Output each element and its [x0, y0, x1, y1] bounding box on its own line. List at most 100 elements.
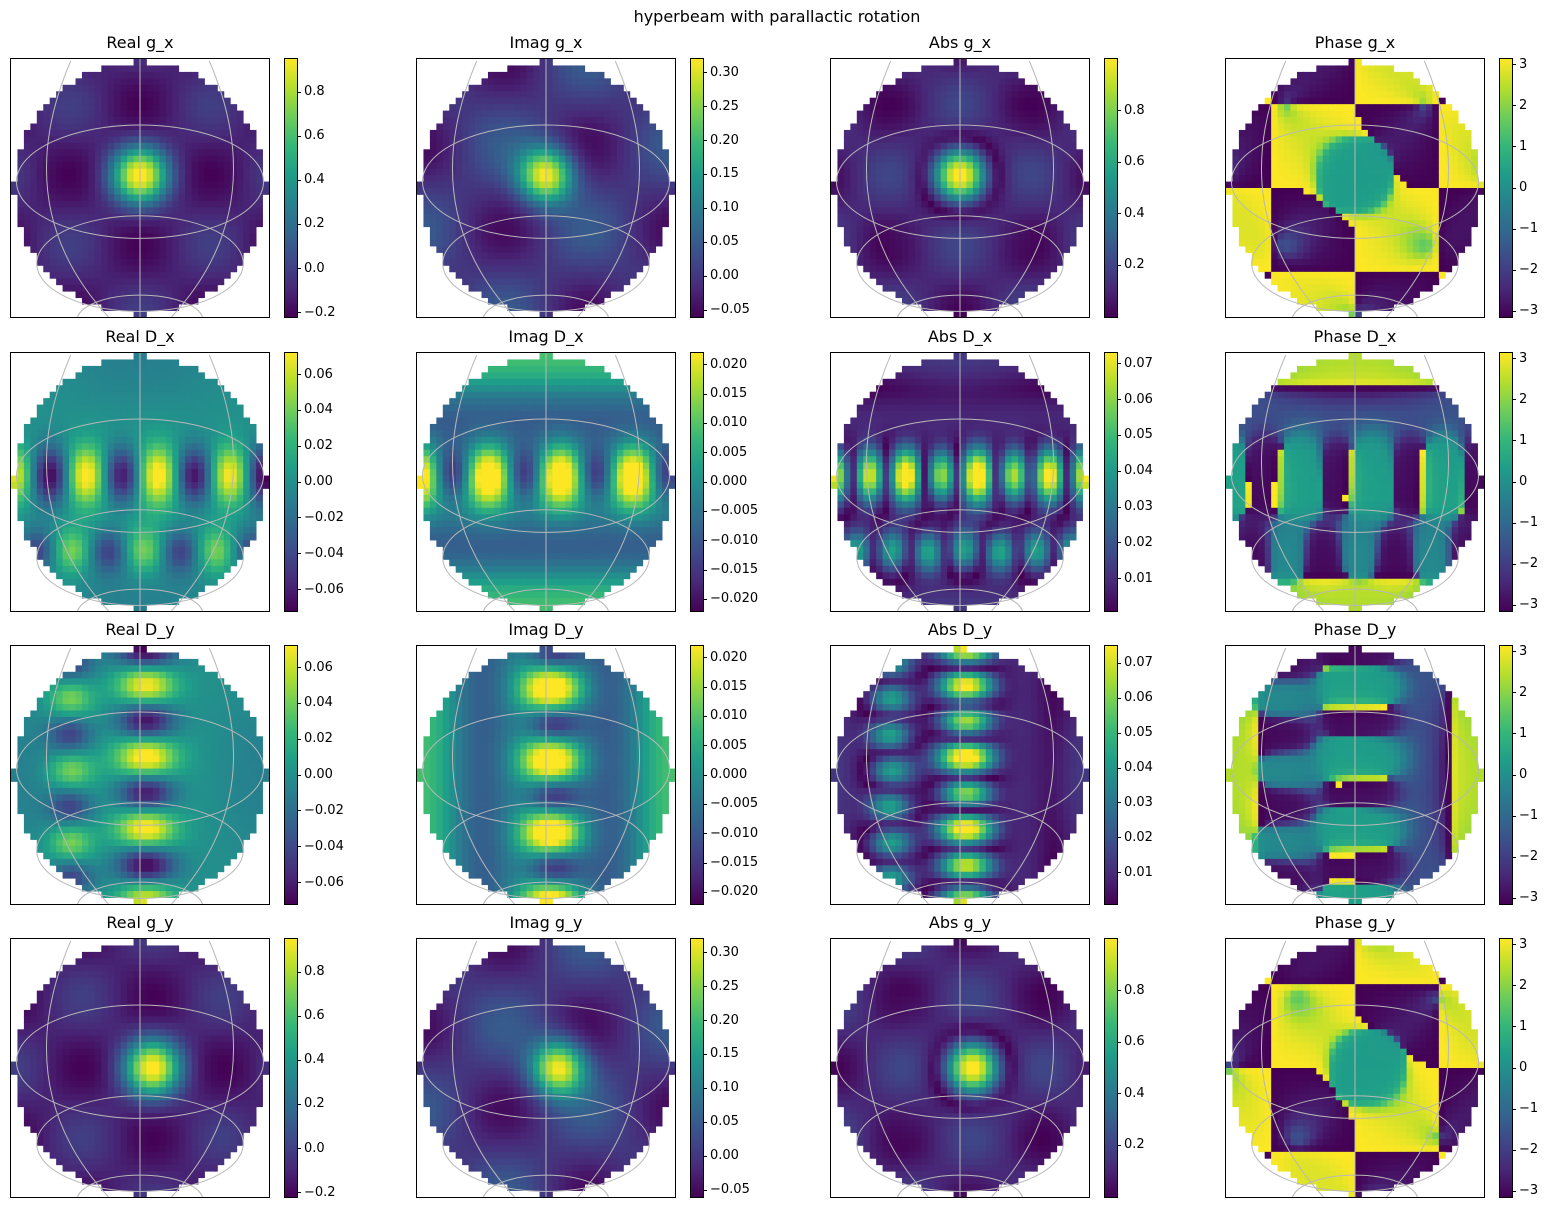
heatmap-cell [107, 246, 115, 253]
heatmap-cell [191, 372, 199, 380]
heatmap-cell [1413, 278, 1420, 286]
heatmap-cell [217, 97, 225, 105]
heatmap-cell [921, 188, 929, 195]
heatmap-cell [56, 271, 63, 279]
heatmap-cell [604, 78, 611, 86]
heatmap-cell [979, 188, 987, 195]
heatmap-cell [1367, 181, 1375, 189]
heatmap-cell [546, 110, 553, 118]
heatmap-cell [623, 200, 631, 208]
heatmap-cell [94, 258, 102, 266]
heatmap-cell [1355, 207, 1362, 215]
heatmap-cell [198, 239, 205, 247]
heatmap-cell [591, 168, 598, 176]
heatmap-cell [94, 71, 102, 79]
heatmap-cell [565, 297, 573, 305]
heatmap-cell [901, 123, 909, 131]
heatmap-cell [597, 97, 605, 105]
heatmap-cell [649, 194, 657, 202]
heatmap-cell [629, 149, 637, 157]
heatmap-cell [539, 291, 547, 299]
heatmap-cell [75, 129, 83, 137]
heatmap-cell [62, 91, 70, 99]
heatmap-cell [526, 233, 534, 240]
heatmap-cell [972, 97, 980, 105]
heatmap-cell [940, 65, 948, 73]
heatmap-cell [1425, 117, 1433, 124]
heatmap-cell [882, 155, 890, 163]
heatmap-cell [1361, 71, 1369, 79]
heatmap-cell [1342, 252, 1349, 260]
heatmap-cell [1076, 162, 1083, 170]
heatmap-cell [1432, 220, 1440, 228]
heatmap-cell [62, 188, 70, 195]
heatmap-cell [908, 142, 916, 150]
heatmap-cell [127, 378, 134, 386]
heatmap-cell [127, 123, 134, 131]
heatmap-cell [546, 246, 553, 253]
heatmap-cell [629, 104, 637, 111]
heatmap-cell [88, 175, 96, 182]
heatmap-cell [940, 258, 948, 266]
heatmap-cell [921, 91, 929, 99]
heatmap-cell [1471, 155, 1478, 163]
heatmap-cell [133, 271, 141, 279]
heatmap-cell [1419, 213, 1427, 221]
heatmap-cell [539, 84, 547, 92]
heatmap-cell [468, 278, 476, 286]
heatmap-cell [217, 117, 225, 124]
heatmap-cell [1393, 71, 1401, 79]
heatmap-cell [1316, 291, 1324, 299]
heatmap-cell [1277, 258, 1285, 266]
heatmap-cell [837, 188, 845, 195]
heatmap-cell [552, 278, 560, 286]
heatmap-cell [1445, 181, 1453, 189]
heatmap-cell [1303, 207, 1311, 215]
heatmap-cell [616, 271, 624, 279]
heatmap-cell [62, 162, 70, 170]
heatmap-cell [1329, 65, 1337, 73]
heatmap-cell [1030, 207, 1038, 215]
heatmap-cell [629, 207, 637, 215]
heatmap-cell [571, 71, 579, 79]
heatmap-cell [1438, 271, 1446, 279]
heatmap-cell [998, 265, 1006, 273]
heatmap-cell [191, 129, 199, 137]
heatmap-cell [940, 162, 948, 170]
heatmap-cell [526, 181, 534, 189]
heatmap-cell [649, 123, 657, 131]
heatmap-cell [75, 117, 83, 124]
heatmap-cell [1438, 175, 1446, 182]
heatmap-cell [56, 265, 63, 273]
heatmap-cell [159, 104, 167, 111]
heatmap-cell [481, 265, 489, 273]
heatmap-cell [940, 123, 948, 131]
heatmap-cell [146, 78, 154, 86]
heatmap-cell [120, 71, 128, 79]
heatmap-cell [1348, 213, 1356, 221]
heatmap-cell [520, 129, 528, 137]
heatmap-cell [1238, 213, 1246, 221]
heatmap-cell [94, 155, 102, 163]
heatmap-cell [985, 284, 993, 292]
heatmap-cell [1245, 162, 1253, 170]
heatmap-cell [1284, 97, 1291, 105]
heatmap-cell [191, 142, 199, 150]
heatmap-cell [1400, 104, 1407, 111]
heatmap-cell [1005, 117, 1012, 124]
heatmap-cell [1296, 207, 1304, 215]
heatmap-cell [552, 246, 560, 253]
heatmap-cell [1400, 162, 1407, 170]
heatmap-cell [610, 284, 618, 292]
heatmap-cell [616, 97, 624, 105]
heatmap-cell [960, 213, 967, 221]
heatmap-cell [1316, 188, 1324, 195]
heatmap-cell [539, 91, 547, 99]
heatmap-cell [876, 142, 883, 150]
heatmap-cell [1037, 239, 1045, 247]
heatmap-cell [1037, 149, 1045, 157]
heatmap-cell [1458, 188, 1466, 195]
heatmap-cell [81, 226, 89, 234]
heatmap-cell [960, 123, 967, 131]
heatmap-cell [1413, 246, 1420, 253]
